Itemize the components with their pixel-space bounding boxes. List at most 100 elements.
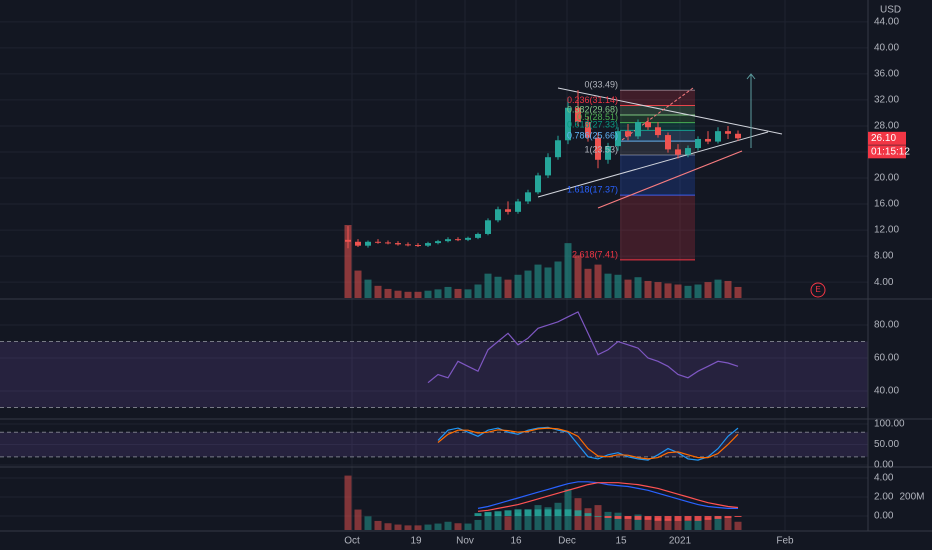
volume-bar	[414, 291, 422, 298]
trendline	[557, 87, 783, 135]
volume-bar	[694, 519, 702, 530]
indicator-line	[477, 482, 739, 512]
volume-bar	[724, 517, 732, 530]
volume-bar	[654, 518, 662, 530]
macd-histogram-bar	[724, 516, 732, 518]
volume-bar	[344, 225, 352, 298]
candle-body	[395, 243, 401, 245]
y-tick-label: 40.00	[874, 43, 899, 54]
volume-bar	[484, 273, 492, 298]
volume-bar	[384, 288, 392, 298]
volume-bar	[374, 285, 382, 298]
macd-histogram-bar	[544, 509, 552, 517]
volume-bar	[664, 519, 672, 530]
volume-bar	[644, 280, 652, 298]
volume-bar	[634, 277, 642, 298]
x-tick-label: 2021	[669, 536, 692, 547]
y-tick-label: 16.00	[874, 199, 899, 210]
volume-bar	[504, 279, 512, 298]
candle-body	[685, 148, 691, 155]
fib-band	[620, 195, 695, 260]
volume-bar	[454, 288, 462, 298]
volume-bar	[404, 525, 412, 530]
macd-histogram-bar	[514, 509, 522, 517]
candle-body	[495, 209, 501, 221]
fib-band	[620, 90, 695, 106]
indicator-line	[427, 311, 739, 384]
candle-body	[425, 243, 431, 246]
macd-histogram-bar	[574, 510, 582, 517]
y-tick-label: 2.00	[874, 492, 894, 503]
earnings-marker[interactable]	[810, 282, 826, 298]
fib-label: 0.382(29.68)	[567, 104, 618, 114]
macd-histogram-bar	[484, 512, 492, 517]
y-tick-label: 44.00	[874, 16, 899, 27]
volume-bar	[704, 282, 712, 298]
fib-band	[620, 105, 695, 116]
y-tick-label: 0.00	[874, 511, 894, 522]
candle-body	[465, 237, 471, 240]
drawings	[537, 73, 783, 209]
candle-body	[735, 133, 741, 139]
volume-bar	[624, 516, 632, 530]
volume-bar	[514, 274, 522, 298]
y-tick-label: 40.00	[874, 386, 899, 397]
band-fill	[0, 341, 868, 408]
volume-bar	[444, 521, 452, 530]
volume-bar	[684, 285, 692, 298]
fib-label: 0.786(25.66)	[567, 131, 618, 141]
candle-body	[695, 138, 701, 149]
candle-body	[555, 140, 561, 158]
macd-histogram-bar	[524, 509, 532, 517]
last-price-tag	[868, 131, 906, 145]
candle-body	[605, 146, 611, 160]
candle-body	[375, 241, 381, 243]
volume-bar	[604, 273, 612, 298]
macd-histogram-bar	[704, 516, 712, 520]
volume-bar	[454, 523, 462, 530]
candle-body	[725, 131, 731, 134]
volume-bar	[534, 505, 542, 530]
fib-band	[620, 115, 695, 123]
y-tick-label: 60.00	[874, 353, 899, 364]
macd-histogram-bar	[714, 516, 722, 519]
volume-bar	[414, 525, 422, 530]
candle-body	[595, 137, 601, 160]
x-tick-label: 15	[615, 536, 627, 547]
volume-bar	[494, 276, 502, 298]
volume-bar	[674, 519, 682, 530]
volume-bar	[584, 508, 592, 530]
volume-bar	[394, 290, 402, 298]
y-tick-label: 0.00	[874, 460, 894, 471]
macd-histogram-bar	[664, 516, 672, 521]
countdown-label: 01:15:12	[871, 146, 910, 157]
volume-bar	[384, 523, 392, 530]
fib-label: 2.618(7.41)	[572, 249, 618, 259]
volume-bar	[684, 520, 692, 530]
volume-bar	[654, 282, 662, 298]
candle-body	[455, 239, 461, 241]
macd-histogram-bar	[504, 510, 512, 517]
macd-histogram-bar	[494, 511, 502, 517]
volume-bar	[584, 268, 592, 298]
earnings-label[interactable]: E	[815, 285, 820, 294]
volume-bar	[474, 519, 482, 530]
volume-bar	[704, 518, 712, 530]
y-tick-label: 4.00	[874, 473, 894, 484]
candle-body	[445, 239, 451, 242]
candle-body	[545, 157, 551, 176]
volume-bar	[494, 514, 502, 530]
indicator-line	[437, 426, 739, 461]
volume-bar	[374, 520, 382, 530]
volume-bar	[714, 279, 722, 298]
volume-bar	[714, 516, 722, 530]
candle-body	[635, 122, 641, 137]
fib-label: 1(23.53)	[584, 144, 618, 154]
volume-bar	[434, 523, 442, 530]
volume-bar	[534, 264, 542, 298]
countdown-tag	[868, 145, 906, 159]
candle-body	[575, 107, 581, 123]
macd-histogram-bar	[674, 516, 682, 521]
volume-bar	[554, 502, 562, 530]
fib-band	[620, 141, 695, 156]
